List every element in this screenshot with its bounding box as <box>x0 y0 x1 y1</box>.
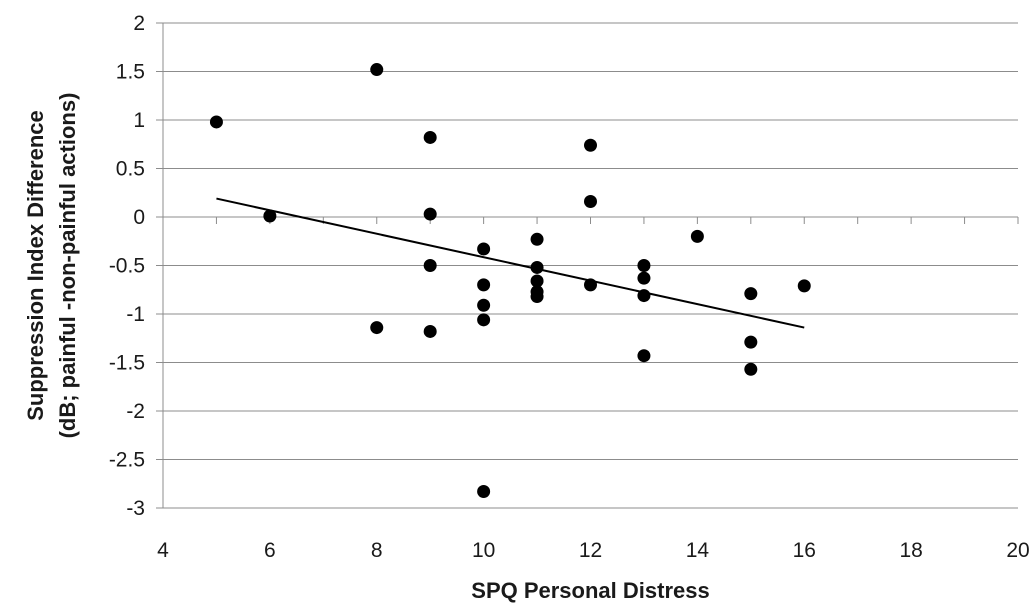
data-point <box>370 321 384 335</box>
data-point <box>530 260 544 274</box>
data-point <box>477 278 491 292</box>
y-axis-ticks: 2 1.5 1 0.5 0 -0.5 -1 -1.5 -2 -2.5 -3 <box>109 12 163 520</box>
y-tick-label: 1.5 <box>116 61 145 84</box>
data-point <box>477 242 491 256</box>
data-point <box>637 271 651 285</box>
data-point <box>797 279 811 293</box>
x-tick-label: 18 <box>899 539 922 562</box>
x-tick-label: 6 <box>264 539 276 562</box>
data-point <box>637 259 651 272</box>
y-tick-label: -2.5 <box>109 449 145 472</box>
data-point <box>477 313 491 327</box>
x-axis-title: SPQ Personal Distress <box>471 578 709 603</box>
data-point <box>744 335 758 349</box>
y-tick-label: -0.5 <box>109 255 145 278</box>
data-point <box>584 194 597 208</box>
data-point <box>637 349 651 363</box>
data-point <box>584 278 597 292</box>
y-tick-label: 0 <box>133 206 145 229</box>
data-point <box>423 130 437 144</box>
x-tick-label: 8 <box>371 539 383 562</box>
y-tick-label: -1.5 <box>109 352 145 375</box>
gridlines <box>163 22 1018 509</box>
y-axis-title-line-1: Suppression Index Difference <box>23 110 48 421</box>
y-tick-label: 0.5 <box>116 158 145 181</box>
data-points <box>209 63 811 499</box>
data-point <box>263 209 277 223</box>
data-point <box>209 115 223 129</box>
y-tick-label: -3 <box>126 497 145 520</box>
data-point <box>477 298 491 312</box>
data-point <box>584 138 597 152</box>
y-axis-title-line-2: (dB; painful -non-painful actions) <box>55 93 80 439</box>
data-point <box>423 259 437 272</box>
y-tick-label: 2 <box>133 12 145 35</box>
x-tick-label: 20 <box>1006 539 1029 562</box>
y-tick-label: -2 <box>126 400 145 423</box>
data-point <box>690 229 704 243</box>
y-tick-label: -1 <box>126 303 145 326</box>
x-axis-ticks: 4 6 8 10 12 14 16 18 20 <box>157 217 1030 562</box>
data-point <box>530 232 544 246</box>
x-tick-label: 10 <box>472 539 495 562</box>
data-point <box>423 207 437 221</box>
data-point <box>370 63 384 77</box>
x-tick-label: 16 <box>793 539 816 562</box>
data-point <box>423 324 437 338</box>
data-point <box>530 274 544 288</box>
y-tick-label: 1 <box>133 109 145 132</box>
x-tick-label: 12 <box>579 539 602 562</box>
x-tick-label: 14 <box>686 539 710 562</box>
data-point <box>744 362 758 376</box>
x-tick-label: 4 <box>157 539 169 562</box>
trendline-layer <box>216 197 805 329</box>
data-point <box>637 289 651 303</box>
data-point <box>744 287 758 301</box>
data-point <box>477 485 491 499</box>
data-point <box>530 290 544 304</box>
trendline <box>216 197 805 329</box>
